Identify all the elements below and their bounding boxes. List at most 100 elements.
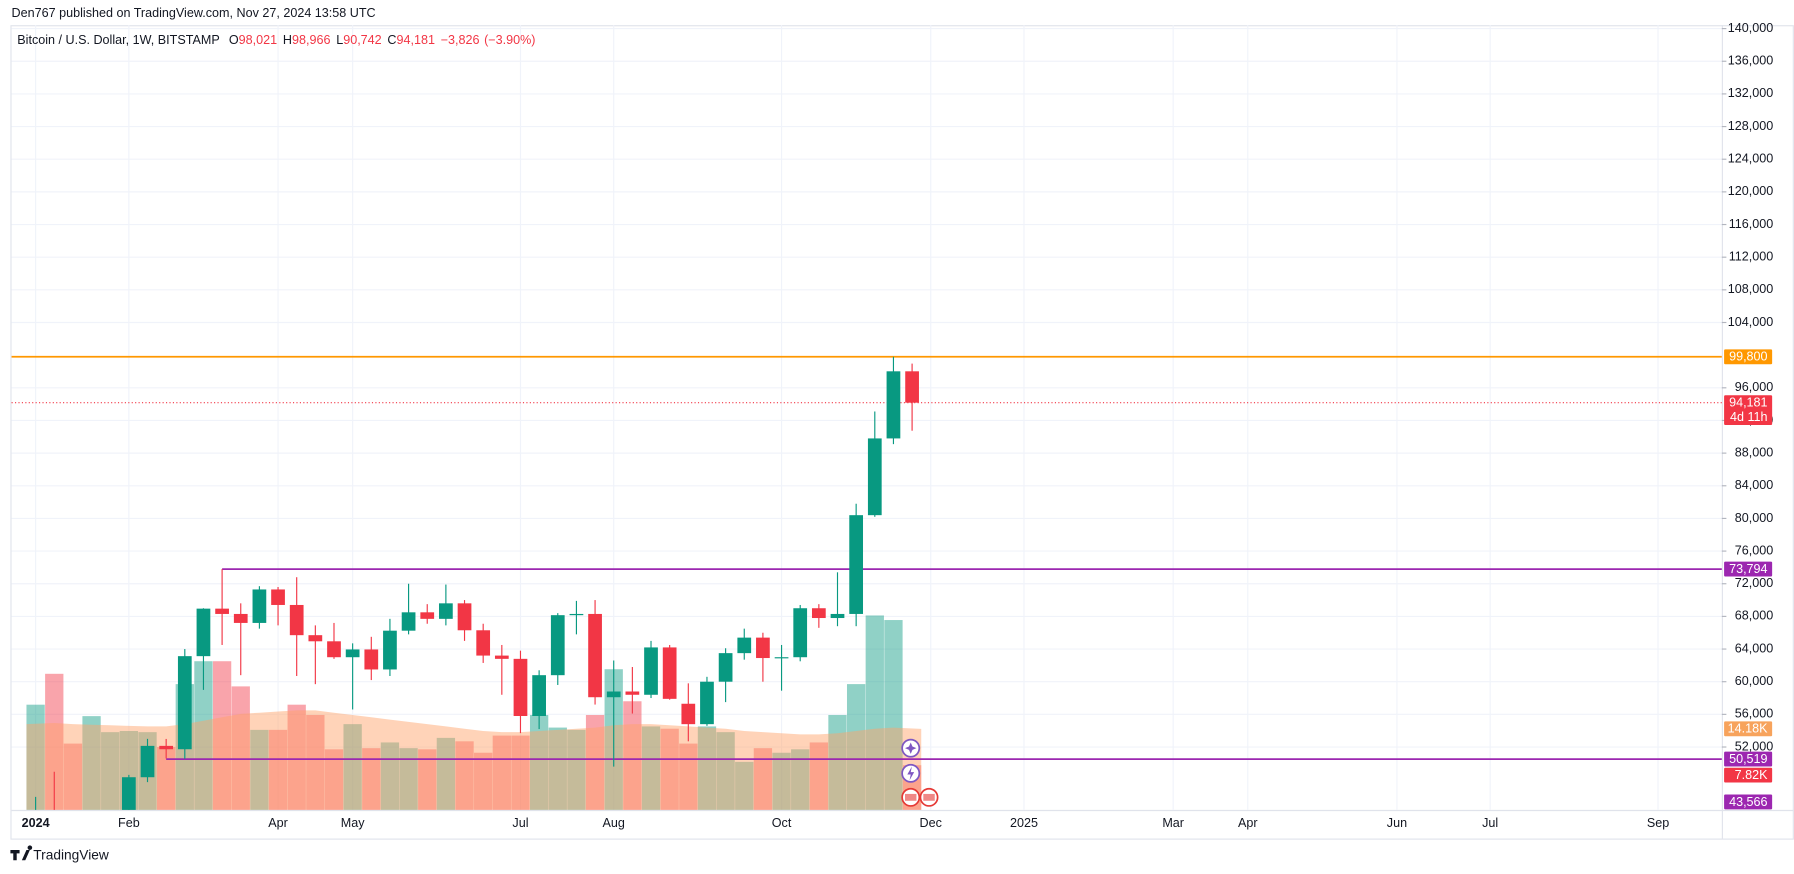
x-tick-label: Apr [268, 816, 288, 830]
y-tick-label: 60,000 [1735, 674, 1773, 688]
x-tick-label: May [341, 816, 365, 830]
event-icons [901, 738, 939, 807]
volume-bar [212, 661, 232, 810]
candle-body [625, 691, 640, 695]
volume-bar [529, 714, 549, 810]
volume-bar [26, 704, 45, 810]
candle-body [476, 630, 491, 656]
volume-bar [362, 748, 381, 810]
event-flag [923, 793, 935, 801]
price-tag [1724, 751, 1773, 767]
volume-bar [735, 761, 754, 810]
y-tick-label: 64,000 [1735, 641, 1773, 655]
y-tick-label: 96,000 [1735, 380, 1773, 394]
candle-body [718, 653, 733, 682]
x-tick-label: Sep [1647, 816, 1669, 830]
volume-bar [753, 748, 773, 810]
candle-body [550, 615, 565, 676]
axes: 52,000 56,000 60,000 64,000 68,000 72,000 76,0… [22, 21, 1774, 830]
candle-body [737, 637, 752, 654]
logo-mark [10, 845, 33, 861]
ohlc-key: C [387, 34, 396, 48]
candle-body [177, 656, 192, 750]
candle-body [439, 603, 453, 619]
price-tag [1724, 767, 1773, 783]
y-tick-label: 76,000 [1735, 543, 1773, 557]
y-tick-label: 116,000 [1729, 217, 1774, 231]
candle-body [345, 649, 360, 658]
y-tick-label: 84,000 [1735, 478, 1773, 492]
attribution: Den767 published on TradingView.com, Nov… [12, 6, 376, 20]
watermark: TradingView [33, 847, 109, 862]
price-tag-label: 7.82K [1735, 768, 1768, 782]
volume-bar [623, 701, 642, 810]
candle-body [588, 613, 602, 698]
volume-bar [306, 714, 325, 810]
legend: Bitcoin / U.S. Dollar, 1W, BITSTAMP O98,0… [17, 34, 535, 48]
candle-body [774, 657, 789, 659]
y-tick-label: 120,000 [1728, 184, 1773, 198]
x-tick-label: Aug [603, 816, 625, 830]
y-tick-label: 88,000 [1735, 445, 1773, 459]
volume-bar [63, 743, 83, 810]
candle-body [830, 613, 845, 619]
volume-bar [343, 724, 362, 810]
volume-bar [399, 748, 418, 810]
volume-bar [772, 752, 791, 810]
logo: TradingView [10, 845, 109, 862]
volume-bar [585, 714, 605, 810]
price-tag-label: 73,794 [1729, 562, 1767, 576]
volume-bar [474, 752, 493, 810]
candle-body [140, 745, 155, 778]
volume-bar [157, 747, 176, 810]
price-tag-label: 94,181 [1729, 396, 1767, 410]
volume-bar [828, 714, 847, 810]
price-tag [1724, 561, 1773, 577]
candle-body [383, 630, 397, 670]
event-flag [905, 793, 917, 801]
price-tag-label: 99,800 [1729, 350, 1767, 364]
volume-bar [641, 726, 661, 810]
levels [11, 355, 1722, 760]
volume-bar [82, 716, 101, 810]
ohlc-value: 98,966 [292, 34, 330, 48]
ohlc-value: 98,021 [239, 34, 277, 48]
x-tick-label: 2025 [1010, 816, 1038, 830]
volume-bar [511, 735, 530, 810]
volume-bar [791, 749, 810, 810]
countdown: 4d 11h [1730, 410, 1768, 424]
y-tick-label: 52,000 [1735, 739, 1773, 753]
candle-body [252, 589, 267, 623]
candle-body [308, 635, 323, 642]
price-tag [1724, 794, 1773, 810]
candle-body [793, 608, 808, 658]
candle-body [644, 647, 658, 695]
price-tag [1724, 349, 1773, 365]
x-tick-label: Feb [118, 816, 140, 830]
candle-body [159, 745, 174, 750]
volume-bar [492, 735, 511, 810]
volume-bar [287, 704, 306, 810]
grid [11, 25, 1722, 810]
candle-body [849, 515, 864, 614]
volume-bar [436, 737, 456, 810]
candle-body [662, 647, 677, 699]
candle-body [756, 637, 770, 659]
candle-body [513, 658, 528, 716]
volume-bar [194, 661, 213, 810]
volume-bar [679, 743, 698, 810]
candle-body [364, 649, 379, 670]
candle-body [289, 604, 304, 636]
candle-body [327, 641, 341, 658]
frame [10, 25, 1794, 840]
candle-body [401, 612, 416, 631]
price-tag [1724, 721, 1773, 737]
ohlc-value: 90,742 [343, 34, 381, 48]
x-tick-label: Dec [920, 816, 942, 830]
volume-bar [418, 749, 437, 810]
price-tag-label: 50,519 [1729, 752, 1767, 766]
volume-bar [101, 732, 120, 810]
volume-bar [697, 726, 717, 810]
